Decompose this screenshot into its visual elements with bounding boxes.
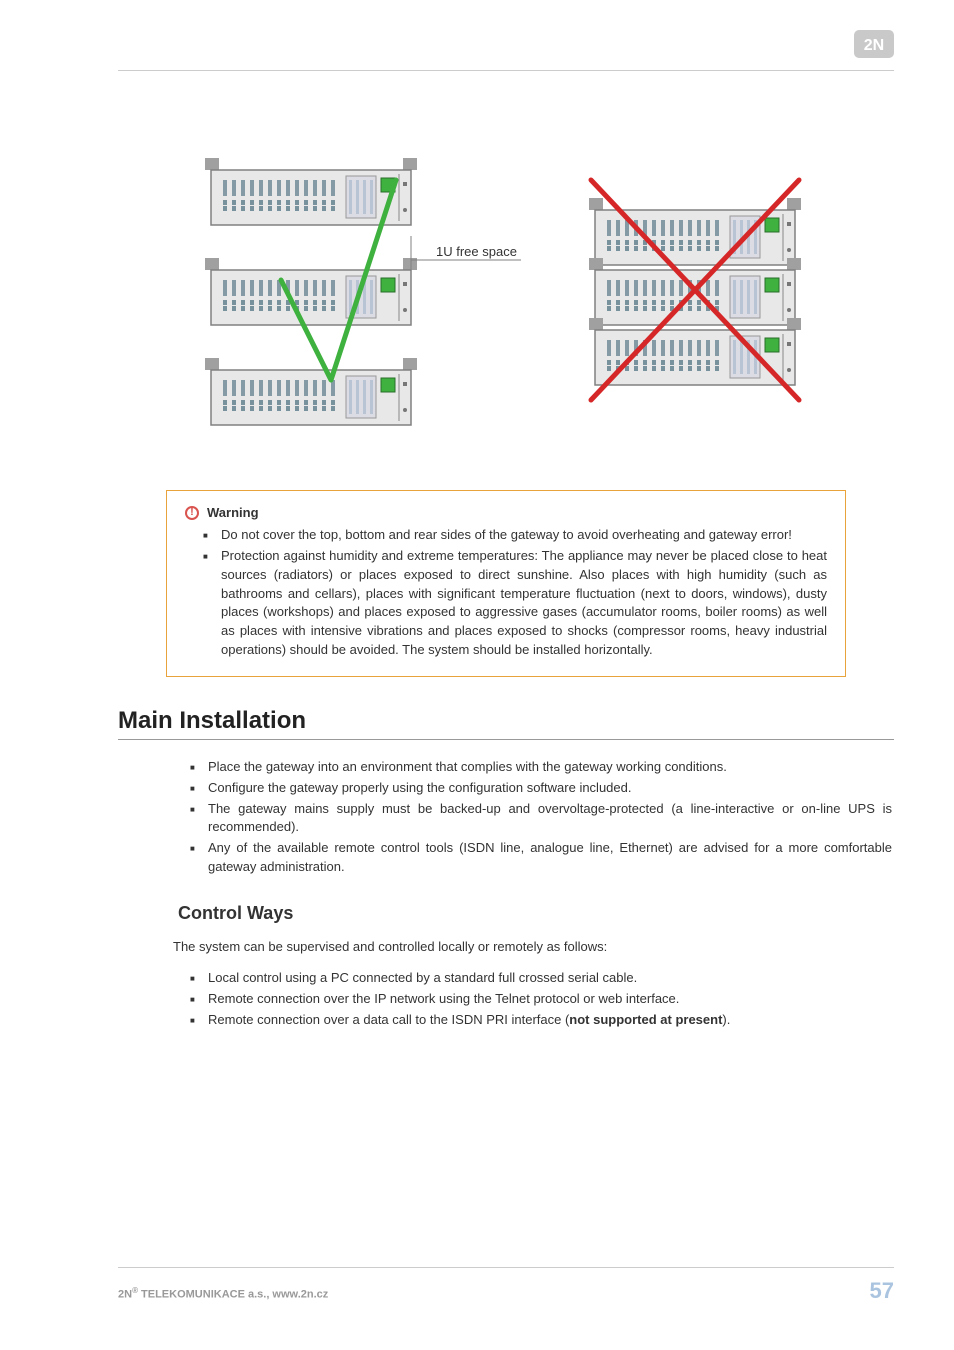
heading-control-ways: Control Ways	[178, 903, 894, 924]
page-footer: 2N® TELEKOMUNIKACE a.s., www.2n.cz 57	[118, 1267, 894, 1304]
footer-company: 2N® TELEKOMUNIKACE a.s., www.2n.cz	[118, 1286, 328, 1301]
svg-text:2N: 2N	[864, 37, 884, 54]
header-divider	[118, 70, 894, 71]
install-item: Any of the available remote control tool…	[208, 839, 894, 877]
install-item: Configure the gateway properly using the…	[208, 779, 894, 798]
control-way-item: Remote connection over the IP network us…	[208, 990, 894, 1009]
diagram-correct: 1U free space	[201, 150, 541, 450]
diagram-incorrect	[581, 150, 811, 450]
warning-item: Do not cover the top, bottom and rear si…	[221, 526, 827, 545]
control-ways-intro: The system can be supervised and control…	[173, 938, 894, 957]
warning-callout: ! Warning Do not cover the top, bottom a…	[166, 490, 846, 677]
warning-title: Warning	[207, 505, 259, 520]
footer-page-number: 57	[870, 1278, 894, 1304]
warning-item: Protection against humidity and extreme …	[221, 547, 827, 660]
control-way-item: Remote connection over a data call to th…	[208, 1011, 894, 1030]
install-item: The gateway mains supply must be backed-…	[208, 800, 894, 838]
control-way-item: Local control using a PC connected by a …	[208, 969, 894, 988]
installation-diagram: 1U free space	[118, 150, 894, 450]
warning-icon: !	[185, 506, 199, 520]
install-item: Place the gateway into an environment th…	[208, 758, 894, 777]
svg-text:1U free space: 1U free space	[436, 244, 517, 259]
heading-main-installation: Main Installation	[118, 707, 894, 740]
brand-logo: 2N	[854, 30, 894, 58]
